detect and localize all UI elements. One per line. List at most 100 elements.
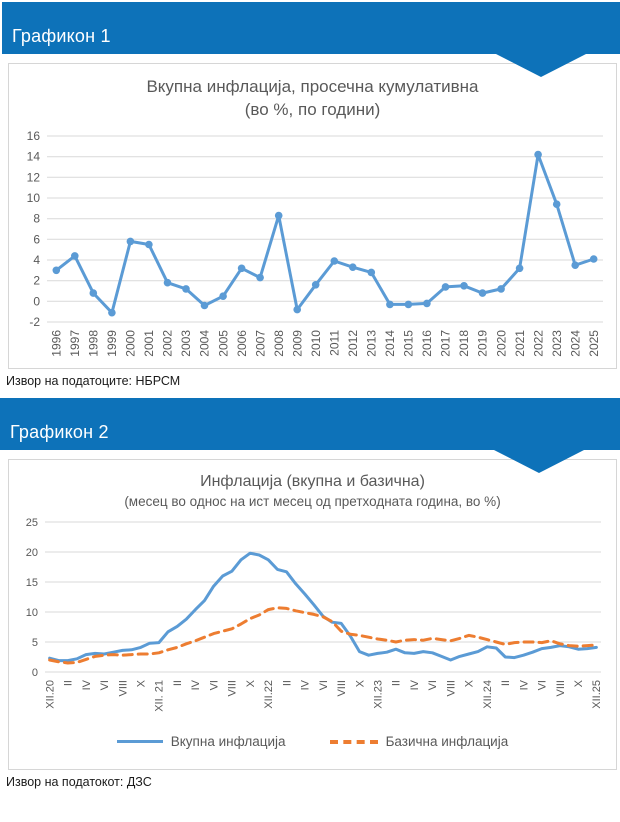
- svg-text:2014: 2014: [383, 330, 397, 357]
- chart2-banner-label: Графикон 2: [10, 421, 109, 442]
- svg-text:II: II: [281, 680, 293, 686]
- svg-text:X: X: [135, 680, 147, 688]
- svg-text:10: 10: [25, 607, 37, 619]
- chart1-banner-label: Графикон 1: [12, 26, 111, 46]
- svg-text:20: 20: [25, 547, 37, 559]
- svg-text:X: X: [244, 680, 256, 688]
- chart2-banner: Графикон 2: [0, 397, 620, 473]
- svg-text:2016: 2016: [420, 330, 434, 357]
- svg-text:VI: VI: [99, 680, 111, 690]
- svg-text:II: II: [62, 680, 74, 686]
- svg-text:II: II: [390, 680, 402, 686]
- banner-arrow-icon: [496, 54, 586, 77]
- chart1-title: Вкупна инфлација, просечна кумулативна: [146, 77, 479, 96]
- svg-text:2002: 2002: [160, 330, 174, 357]
- svg-text:4: 4: [33, 253, 40, 267]
- banner-arrow-icon: [494, 449, 584, 473]
- svg-text:2015: 2015: [401, 330, 415, 357]
- svg-text:2018: 2018: [457, 330, 471, 357]
- svg-text:VI: VI: [208, 680, 220, 690]
- svg-text:X: X: [463, 680, 475, 688]
- svg-text:2008: 2008: [271, 330, 285, 357]
- svg-text:1997: 1997: [68, 330, 82, 357]
- svg-text:16: 16: [26, 129, 40, 143]
- svg-text:2020: 2020: [494, 330, 508, 357]
- svg-text:0: 0: [33, 294, 40, 308]
- svg-text:1999: 1999: [105, 330, 119, 357]
- svg-text:2004: 2004: [197, 330, 211, 357]
- svg-text:2003: 2003: [179, 330, 193, 357]
- svg-text:-2: -2: [29, 315, 40, 329]
- svg-text:2010: 2010: [308, 330, 322, 357]
- svg-text:2011: 2011: [327, 330, 341, 356]
- chart2-card: Инфлација (вкупна и базична) (месец во о…: [8, 458, 617, 771]
- svg-text:XII.25: XII.25: [591, 680, 603, 709]
- svg-text:VI: VI: [317, 680, 329, 690]
- svg-text:25: 25: [25, 517, 37, 529]
- svg-text:2022: 2022: [531, 330, 545, 357]
- svg-text:IV: IV: [518, 680, 530, 691]
- svg-text:2025: 2025: [586, 330, 600, 357]
- svg-text:IV: IV: [408, 680, 420, 691]
- svg-text:2009: 2009: [290, 330, 304, 357]
- svg-text:0: 0: [31, 667, 37, 679]
- solid-line-icon: [116, 740, 163, 744]
- svg-text:II: II: [172, 680, 184, 686]
- svg-text:VIII: VIII: [554, 680, 566, 697]
- svg-text:2019: 2019: [475, 330, 489, 357]
- svg-text:14: 14: [26, 150, 40, 164]
- svg-text:10: 10: [26, 191, 40, 205]
- chart1-card: Вкупна инфлација, просечна кумулативна (…: [8, 63, 617, 369]
- svg-text:X: X: [354, 680, 366, 688]
- svg-text:6: 6: [33, 232, 40, 246]
- svg-text:XII.20: XII.20: [44, 680, 56, 709]
- svg-text:15: 15: [25, 577, 37, 589]
- svg-text:2013: 2013: [364, 330, 378, 357]
- svg-text:VIII: VIII: [226, 680, 238, 697]
- svg-text:2006: 2006: [234, 330, 248, 357]
- svg-text:2021: 2021: [512, 330, 526, 357]
- svg-text:IV: IV: [190, 680, 202, 691]
- legend-label-total-inflation: Вкупна инфлација: [170, 734, 286, 750]
- chart2-subtitle: (месец во однос на ист месец од претходн…: [124, 493, 501, 509]
- chart2-title: Инфлација (вкупна и базична): [200, 472, 425, 490]
- svg-text:2007: 2007: [253, 330, 267, 357]
- legend-label-core-inflation: Базична инфлација: [385, 734, 509, 750]
- svg-text:5: 5: [31, 637, 37, 649]
- chart1-banner: Графикон 1: [2, 2, 620, 77]
- legend-item-core-inflation: Базична инфлација: [329, 734, 509, 750]
- chart1-plot: -2 0 2 4 6 8 10 12 14 16 1996 1997 1998 1999 2000 2001 2…: [26, 129, 603, 357]
- svg-text:IV: IV: [80, 680, 92, 691]
- svg-text:XII.22: XII.22: [263, 680, 275, 709]
- svg-text:2001: 2001: [142, 330, 156, 357]
- svg-text:1996: 1996: [49, 330, 63, 357]
- dashed-line-icon: [329, 739, 378, 744]
- svg-text:2000: 2000: [123, 330, 137, 357]
- svg-text:VI: VI: [536, 680, 548, 690]
- svg-text:XII.23: XII.23: [372, 680, 384, 709]
- svg-text:2023: 2023: [549, 330, 563, 357]
- chart2-legend: Вкупна инфлација Базична инфлација: [9, 734, 616, 749]
- svg-text:12: 12: [26, 170, 40, 184]
- svg-text:1998: 1998: [86, 330, 100, 357]
- svg-text:2024: 2024: [568, 330, 582, 357]
- svg-text:VIII: VIII: [445, 680, 457, 697]
- svg-text:II: II: [500, 680, 512, 686]
- svg-text:VI: VI: [427, 680, 439, 690]
- svg-text:IV: IV: [299, 680, 311, 691]
- svg-text:X: X: [573, 680, 585, 688]
- svg-text:VIII: VIII: [117, 680, 129, 697]
- chart1-subtitle: (во %, по години): [244, 99, 381, 119]
- svg-text:2012: 2012: [346, 330, 360, 357]
- legend-item-total-inflation: Вкупна инфлација: [116, 734, 286, 750]
- svg-text:VIII: VIII: [336, 680, 348, 697]
- chart2-source: Извор на податокот: ДЗС: [6, 775, 152, 790]
- svg-text:2017: 2017: [438, 330, 452, 357]
- chart1-source: Извор на податоците: НБРСМ: [6, 373, 181, 388]
- svg-text:XII.24: XII.24: [481, 680, 493, 709]
- svg-text:XII. 21: XII. 21: [153, 680, 165, 712]
- svg-text:8: 8: [33, 212, 40, 226]
- svg-text:2: 2: [33, 274, 40, 288]
